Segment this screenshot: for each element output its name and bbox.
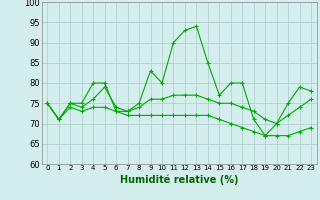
X-axis label: Humidité relative (%): Humidité relative (%) (120, 174, 238, 185)
